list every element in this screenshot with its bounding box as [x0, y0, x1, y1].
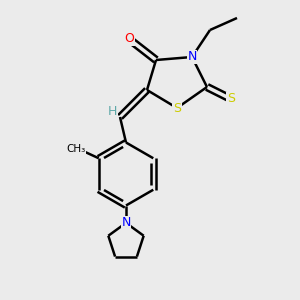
Text: N: N	[187, 50, 197, 64]
Text: N: N	[121, 216, 131, 230]
Text: H: H	[108, 105, 117, 118]
Text: CH₃: CH₃	[67, 144, 86, 154]
Text: S: S	[173, 101, 181, 115]
Text: S: S	[227, 92, 235, 106]
Text: O: O	[124, 32, 134, 46]
